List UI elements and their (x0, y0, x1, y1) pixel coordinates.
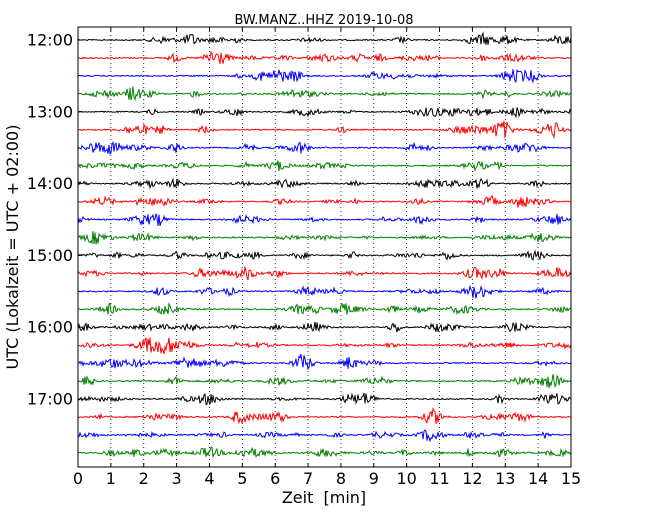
y-tick-label: 13:00 (27, 102, 73, 121)
x-tick-label: 6 (270, 469, 280, 488)
trace-1630 (78, 354, 571, 369)
trace-1515 (78, 267, 571, 280)
x-tick-label: 10 (396, 469, 416, 488)
trace-1345 (78, 160, 571, 171)
trace-1545 (78, 303, 571, 314)
y-tick-label: 14:00 (27, 174, 73, 193)
y-tick-label: 15:00 (27, 246, 73, 265)
x-tick-label: 3 (172, 469, 182, 488)
chart-title: BW.MANZ..HHZ 2019-10-08 (234, 13, 413, 28)
trace-1715 (78, 409, 571, 424)
x-tick-label: 0 (73, 469, 83, 488)
trace-1400 (78, 179, 571, 188)
seismic-traces (78, 33, 571, 457)
trace-1730 (78, 430, 571, 441)
x-axis-label: Zeit [min] (282, 488, 366, 507)
trace-1215 (78, 52, 571, 64)
trace-1245 (78, 86, 571, 100)
trace-1700 (78, 393, 571, 405)
helicorder-figure: BW.MANZ..HHZ 2019-10-08 0 1 2 3 4 5 6 7 8 9 10 11 12… (0, 0, 650, 520)
trace-1300 (78, 107, 571, 116)
trace-1430 (78, 214, 571, 226)
x-tick-label: 5 (237, 469, 247, 488)
trace-1230 (78, 69, 571, 82)
trace-1200 (78, 33, 571, 45)
x-tick-label: 1 (106, 469, 116, 488)
helicorder-chart: BW.MANZ..HHZ 2019-10-08 0 1 2 3 4 5 6 7 8 9 10 11 12… (0, 0, 650, 520)
x-tick-label: 14 (528, 469, 548, 488)
x-tick-label: 11 (429, 469, 449, 488)
y-tick-label: 16:00 (27, 318, 73, 337)
trace-1330 (78, 142, 571, 153)
x-tick-label: 7 (303, 469, 313, 488)
trace-1415 (78, 196, 571, 208)
x-tick-label: 2 (139, 469, 149, 488)
y-axis-label: UTC (Lokalzeit = UTC + 02:00) (3, 125, 22, 370)
x-tick-label: 8 (336, 469, 346, 488)
x-tick-label: 12 (462, 469, 482, 488)
trace-1645 (78, 374, 571, 388)
trace-1745 (78, 447, 571, 457)
trace-1600 (78, 322, 571, 332)
y-tick-label: 17:00 (27, 390, 73, 409)
x-tick-label: 13 (495, 469, 515, 488)
x-tick-label: 4 (204, 469, 214, 488)
plot-frame (78, 27, 571, 467)
x-tick-label: 9 (369, 469, 379, 488)
y-axis: 12:00 13:00 14:00 15:00 16:00 17:00 (27, 31, 82, 409)
trace-1615 (78, 338, 571, 354)
trace-1445 (78, 231, 571, 244)
trace-1500 (78, 251, 571, 259)
trace-1315 (78, 121, 571, 138)
trace-1530 (78, 287, 571, 299)
x-tick-label: 15 (561, 469, 581, 488)
y-tick-label: 12:00 (27, 31, 73, 50)
